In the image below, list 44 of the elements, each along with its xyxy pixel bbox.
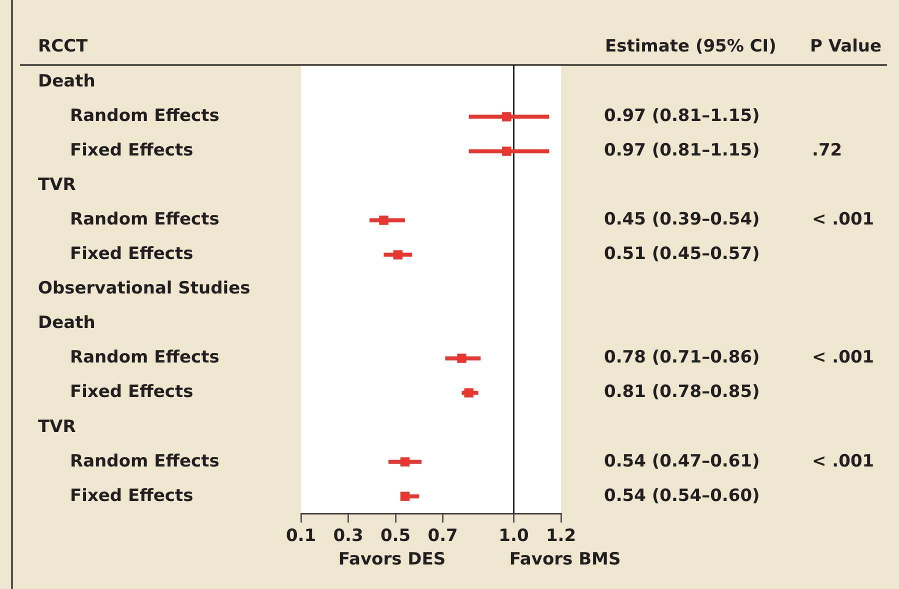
text: < .001 (812, 451, 874, 472)
text: < .001 (812, 348, 874, 368)
data-label: 0.97 (0.81–1.15) (604, 106, 760, 126)
text: TVR (38, 175, 76, 196)
x-tick-label: 0.3 (333, 526, 364, 546)
data-label: 0.54 (0.54–0.60) (604, 486, 760, 506)
text: Estimate (95% CI) (605, 36, 776, 56)
text: Death (38, 313, 96, 334)
x-tick-label: 1.2 (546, 526, 576, 546)
data-label: 0.54 (0.47–0.61) (604, 451, 760, 472)
text: Death (38, 72, 96, 92)
y-tick-label: Random Effects (70, 106, 220, 126)
y-tick-label: Fixed Effects (70, 244, 194, 264)
text: .72 (812, 140, 842, 161)
data-label: 0.78 (0.71–0.86) (604, 348, 760, 368)
point (464, 388, 474, 398)
point (393, 250, 403, 260)
y-tick-label: Fixed Effects (70, 140, 194, 161)
data-label: 0.81 (0.78–0.85) (604, 382, 760, 402)
point (400, 457, 410, 466)
x-tick-label: 0.1 (286, 526, 316, 546)
point (502, 112, 512, 122)
data-label: 0.45 (0.39–0.54) (604, 210, 760, 230)
x-tick-label: 1.0 (498, 526, 529, 546)
x-tick-label: 0.7 (428, 526, 458, 546)
point (400, 492, 410, 501)
y-axis-title: RCCT (38, 36, 88, 56)
text: Observational Studies (38, 278, 250, 299)
text: Favors BMS (509, 549, 621, 570)
point (502, 146, 512, 156)
data-label: 0.97 (0.81–1.15) (604, 140, 760, 161)
text: Favors DES (338, 549, 446, 570)
y-tick-label: Fixed Effects (70, 486, 194, 506)
x-tick-label: 0.5 (380, 526, 411, 546)
text: P Value (810, 36, 882, 56)
text: < .001 (812, 210, 874, 230)
text: TVR (38, 416, 76, 437)
point (379, 216, 388, 225)
y-tick-label: Random Effects (70, 210, 220, 230)
y-tick-label: Random Effects (70, 348, 220, 368)
data-label: 0.51 (0.45–0.57) (604, 244, 760, 264)
y-tick-label: Fixed Effects (70, 382, 194, 402)
y-tick-label: Random Effects (70, 451, 220, 472)
point (457, 354, 466, 363)
